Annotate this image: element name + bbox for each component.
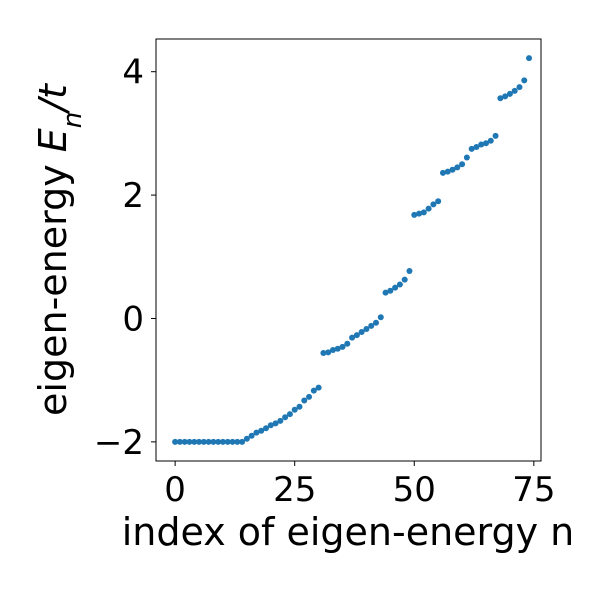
data-point (210, 438, 217, 445)
data-points (172, 55, 533, 445)
data-point (243, 435, 250, 442)
y-axis-label-suffix: /t (31, 82, 75, 115)
data-point (291, 406, 298, 413)
data-point (339, 343, 346, 350)
data-point (483, 140, 489, 147)
y-axis-label-sub: n (58, 112, 88, 128)
data-point (329, 346, 336, 353)
data-point (416, 210, 423, 217)
data-point (306, 393, 313, 400)
data-point (487, 137, 494, 144)
data-point (349, 334, 356, 341)
data-point (325, 349, 332, 356)
data-point (439, 169, 446, 176)
data-point (506, 90, 513, 97)
y-axis-ticks: −2 0 2 4 (94, 53, 156, 463)
data-point (301, 397, 308, 404)
data-point (478, 141, 485, 148)
data-point (516, 84, 523, 91)
data-point (502, 93, 509, 100)
data-point (315, 384, 322, 391)
x-tick-label: 50 (393, 470, 436, 510)
x-tick-label: 75 (512, 470, 555, 510)
data-point (363, 325, 370, 332)
data-point (454, 164, 461, 171)
data-point (310, 387, 317, 394)
data-point (396, 281, 403, 288)
data-point (186, 438, 193, 445)
data-point (263, 425, 269, 432)
data-point (368, 322, 375, 329)
data-point (425, 205, 432, 212)
data-point (200, 438, 207, 445)
data-point (205, 438, 212, 445)
y-axis-label-prefix: eigen-energy (31, 152, 75, 416)
data-point (497, 95, 504, 102)
x-axis-label: index of eigen-energy n (122, 510, 575, 554)
data-point (229, 438, 236, 445)
data-point (401, 276, 408, 283)
y-axis-label-var: E (31, 128, 75, 152)
data-point (521, 77, 528, 84)
data-point (239, 438, 246, 445)
data-point (444, 168, 451, 175)
data-point (176, 438, 183, 445)
data-point (272, 420, 279, 427)
data-point (473, 143, 480, 150)
data-point (267, 422, 274, 429)
data-point (430, 201, 437, 208)
data-point (392, 284, 399, 291)
data-point (277, 417, 284, 424)
x-tick-label: 0 (164, 470, 186, 510)
plot-area-frame (155, 38, 542, 462)
data-point (286, 411, 293, 418)
data-point (449, 166, 456, 173)
x-tick-label: 25 (273, 470, 316, 510)
data-point (353, 332, 360, 339)
data-point (420, 209, 427, 216)
data-point (406, 267, 413, 274)
y-axis-label: eigen-energy En/t (31, 82, 88, 416)
y-tick-label: 2 (122, 176, 144, 216)
data-point (253, 429, 260, 436)
data-point (459, 161, 466, 168)
data-point (387, 287, 394, 294)
data-point (320, 350, 327, 357)
data-point (258, 427, 265, 434)
data-point (248, 432, 255, 439)
data-point (196, 438, 203, 445)
data-point (282, 414, 289, 421)
data-point (377, 314, 384, 321)
data-point (172, 438, 179, 445)
data-point (215, 438, 222, 445)
x-axis-ticks: 0 25 50 75 (164, 461, 555, 510)
data-point (219, 438, 226, 445)
data-point (435, 198, 442, 205)
data-point (526, 55, 533, 62)
data-point (463, 154, 470, 161)
data-point (373, 319, 379, 326)
y-tick-label: 0 (122, 299, 144, 339)
data-point (411, 211, 418, 218)
data-point (296, 403, 303, 410)
data-point (468, 145, 475, 152)
data-point (492, 132, 499, 139)
data-point (191, 438, 198, 445)
y-tick-label: −2 (94, 423, 144, 463)
data-point (224, 438, 231, 445)
data-point (511, 87, 518, 94)
data-point (344, 340, 351, 347)
data-point (382, 289, 389, 296)
data-point (358, 329, 365, 336)
data-point (234, 438, 241, 445)
data-point (334, 345, 341, 352)
y-tick-label: 4 (122, 53, 144, 93)
data-point (181, 438, 188, 445)
